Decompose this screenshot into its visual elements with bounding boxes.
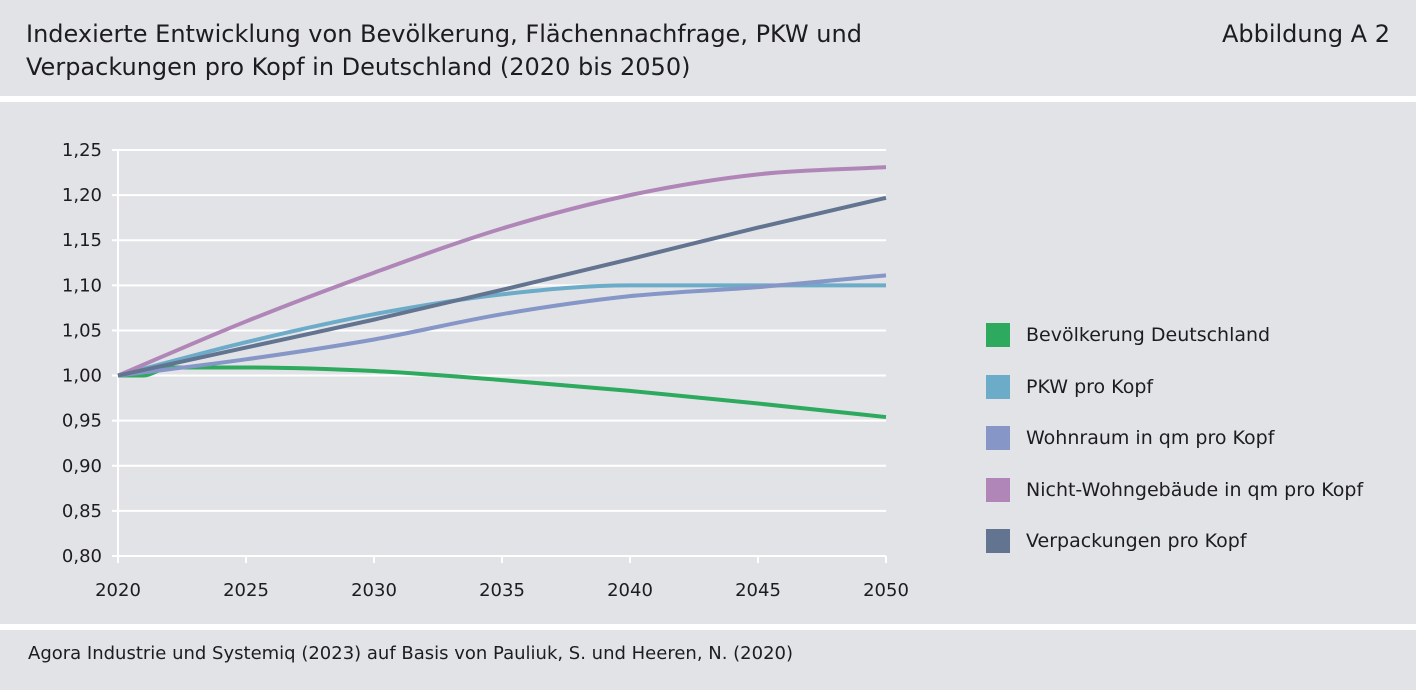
legend: Bevölkerung Deutschland PKW pro Kopf Woh… — [986, 322, 1363, 580]
x-tick-label: 2020 — [95, 580, 141, 601]
header-divider — [0, 96, 1416, 102]
legend-label: Bevölkerung Deutschland — [1026, 324, 1271, 346]
y-tick-label: 0,85 — [62, 501, 102, 522]
axes — [117, 150, 886, 557]
y-tick-label: 0,95 — [62, 411, 102, 432]
y-tick-label: 1,15 — [62, 230, 102, 251]
legend-swatch — [986, 529, 1010, 553]
legend-swatch — [986, 426, 1010, 450]
legend-label: PKW pro Kopf — [1026, 375, 1154, 398]
y-axis-ticks: 0,80 0,85 0,90 0,95 1,00 1,05 1,10 1,15 1,20 1,25 — [62, 140, 118, 567]
x-axis-ticks: 2020 2025 2030 2035 2040 2045 2050 — [95, 556, 909, 601]
legend-item: Wohnraum in qm pro Kopf — [986, 425, 1363, 451]
y-tick-label: 1,10 — [62, 275, 102, 296]
y-tick-label: 1,20 — [62, 185, 102, 206]
line-chart: 0,80 0,85 0,90 0,95 1,00 1,05 1,10 1,15 1,20 1,25… — [62, 140, 909, 601]
legend-swatch — [986, 374, 1010, 399]
chart-title: Indexierte Entwicklung von Bevölkerung, … — [26, 20, 862, 81]
figure-label: Abbildung A 2 — [1221, 20, 1390, 48]
y-tick-label: 1,25 — [62, 140, 102, 161]
x-tick-label: 2030 — [351, 580, 397, 601]
source-note: Agora Industrie und Systemiq (2023) auf … — [28, 643, 794, 664]
series-line-3 — [117, 273, 887, 378]
x-tick-label: 2050 — [863, 580, 909, 601]
legend-swatch — [986, 477, 1010, 502]
grid-lines — [118, 149, 886, 512]
series-line-5 — [117, 195, 887, 378]
footer-divider — [0, 624, 1416, 630]
x-tick-label: 2035 — [479, 580, 525, 601]
series-line-4 — [117, 165, 887, 378]
legend-item: Bevölkerung Deutschland — [986, 322, 1363, 348]
x-tick-label: 2045 — [735, 580, 781, 601]
x-tick-label: 2025 — [223, 580, 269, 601]
legend-swatch — [986, 323, 1010, 347]
y-tick-label: 0,80 — [62, 546, 102, 567]
legend-label: Verpackungen pro Kopf — [1026, 530, 1247, 552]
y-tick-label: 1,05 — [62, 320, 102, 341]
series-lines — [117, 165, 887, 420]
legend-item: PKW pro Kopf — [986, 374, 1363, 400]
y-tick-label: 1,00 — [62, 366, 102, 387]
legend-label: Nicht-Wohngebäude in qm pro Kopf — [1026, 478, 1364, 501]
x-tick-label: 2040 — [607, 580, 653, 601]
legend-item: Verpackungen pro Kopf — [986, 528, 1363, 554]
legend-item: Nicht-Wohngebäude in qm pro Kopf — [986, 477, 1363, 503]
header: Indexierte Entwicklung von Bevölkerung, … — [0, 0, 1416, 96]
y-tick-label: 0,90 — [62, 456, 102, 477]
legend-label: Wohnraum in qm pro Kopf — [1026, 427, 1275, 449]
